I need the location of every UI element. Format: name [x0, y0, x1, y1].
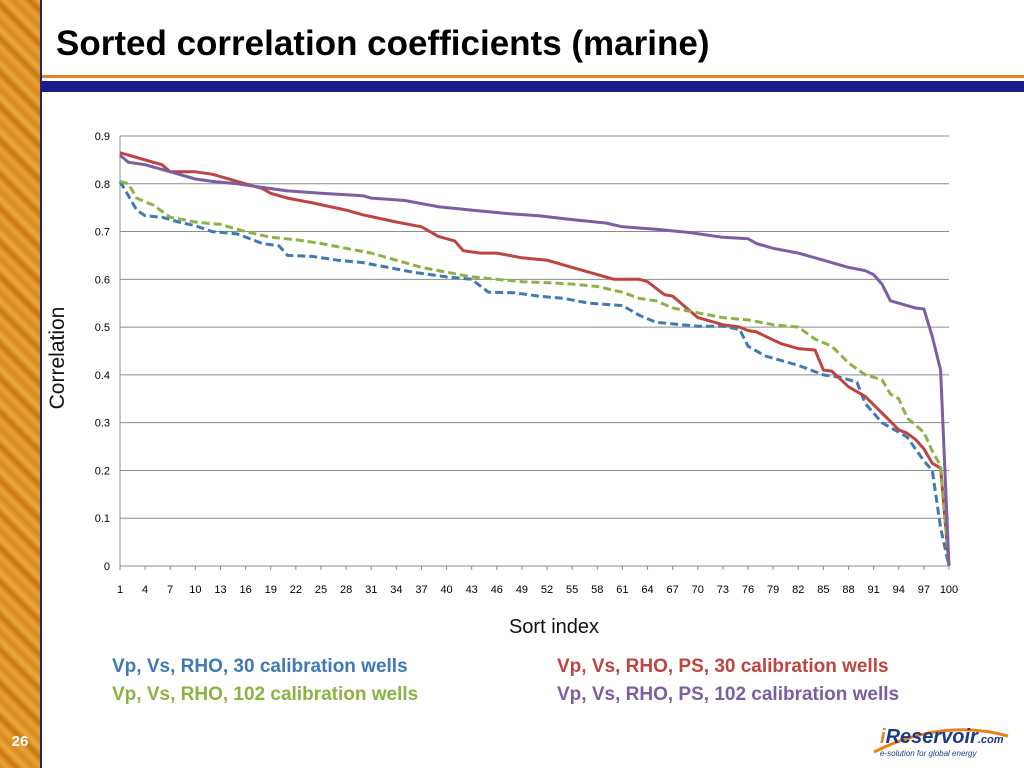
- x-tick-label: 49: [516, 584, 528, 596]
- x-tick-label: 82: [792, 584, 804, 596]
- x-tick-label: 43: [466, 584, 478, 596]
- x-tick-label: 73: [717, 584, 729, 596]
- x-tick-label: 4: [142, 584, 148, 596]
- y-tick-label: 0.1: [95, 513, 110, 525]
- y-tick-label: 0.3: [95, 418, 110, 430]
- ireservoir-logo: iReservoir.com e-solution for global ene…: [872, 722, 1012, 762]
- slide-title: Sorted correlation coefficients (marine): [56, 24, 710, 63]
- x-tick-label: 61: [616, 584, 628, 596]
- x-tick-label: 19: [265, 584, 277, 596]
- legend-entry-4: Vp, Vs, RHO, PS, 102 calibration wells: [557, 684, 900, 705]
- title-underline-orange: [42, 75, 1024, 78]
- y-axis-label: Correlation: [46, 306, 69, 410]
- y-tick-label: 0.7: [95, 227, 110, 239]
- x-tick-label: 94: [893, 584, 905, 596]
- legend-entry-2: Vp, Vs, RHO, PS, 30 calibration wells: [557, 656, 889, 677]
- x-tick-label: 100: [940, 584, 958, 596]
- series-line-4: [119, 153, 951, 567]
- logo-suffix: .com: [977, 734, 1004, 746]
- x-tick-label: 1: [117, 584, 123, 596]
- series-line-3: [119, 179, 951, 567]
- x-tick-label: 28: [340, 584, 352, 596]
- x-axis-label: Sort index: [508, 616, 600, 638]
- x-tick-label: 70: [692, 584, 704, 596]
- y-tick-label: 0.4: [95, 370, 110, 382]
- x-tick-label: 10: [189, 584, 201, 596]
- x-tick-label: 88: [842, 584, 854, 596]
- x-tick-label: 52: [541, 584, 553, 596]
- logo-prefix: i: [880, 726, 886, 748]
- x-tick-label: 64: [641, 584, 653, 596]
- y-tick-label: 0.9: [95, 131, 110, 143]
- y-tick-label: 0.2: [95, 465, 110, 477]
- x-tick-label: 76: [742, 584, 754, 596]
- series-line-1: [118, 180, 951, 567]
- x-tick-label: 31: [365, 584, 377, 596]
- legend-entry-1: Vp, Vs, RHO, 30 calibration wells: [112, 656, 408, 677]
- x-tick-label: 34: [390, 584, 402, 596]
- y-tick-label: 0: [104, 561, 110, 573]
- x-tick-label: 46: [491, 584, 503, 596]
- x-tick-label: 25: [315, 584, 327, 596]
- x-tick-label: 67: [667, 584, 679, 596]
- x-tick-label: 79: [767, 584, 779, 596]
- decorative-sidebar: 26: [0, 0, 42, 768]
- x-tick-label: 7: [167, 584, 173, 596]
- legend-entry-3: Vp, Vs, RHO, 102 calibration wells: [112, 684, 419, 705]
- x-tick-label: 58: [591, 584, 603, 596]
- page-number: 26: [11, 733, 29, 750]
- x-tick-label: 22: [290, 584, 302, 596]
- x-tick-label: 97: [918, 584, 930, 596]
- x-tick-label: 13: [214, 584, 226, 596]
- x-tick-label: 40: [440, 584, 452, 596]
- y-tick-label: 0.8: [95, 179, 110, 191]
- logo-name: Reservoir: [885, 726, 978, 748]
- y-tick-label: 0.6: [95, 274, 110, 286]
- x-tick-label: 85: [817, 584, 829, 596]
- logo-tagline: e-solution for global energy: [880, 749, 977, 758]
- title-underline-navy: [42, 81, 1024, 92]
- line-chart: 0 0.1 0.2 0.3 0.4 0.5 0.6 0.7 0.8 0.9 1 4 7 10 13 16 19 2…: [95, 131, 958, 596]
- y-tick-label: 0.5: [95, 322, 110, 334]
- x-tick-label: 16: [239, 584, 251, 596]
- x-tick-label: 55: [566, 584, 578, 596]
- x-tick-label: 37: [415, 584, 427, 596]
- x-tick-label: 91: [868, 584, 880, 596]
- series-line-2: [119, 151, 951, 567]
